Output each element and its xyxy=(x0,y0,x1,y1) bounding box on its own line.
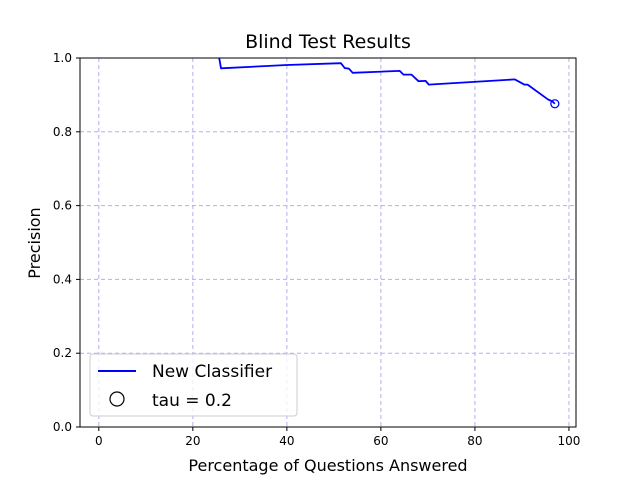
series-layer xyxy=(218,58,560,109)
series-line-new-classifier xyxy=(218,58,556,105)
y-tick-label: 0.2 xyxy=(53,346,72,360)
y-tick-label: 0.0 xyxy=(53,420,72,434)
x-tick-label: 60 xyxy=(373,434,388,448)
y-tick-label: 1.0 xyxy=(53,51,72,65)
chart-title: Blind Test Results xyxy=(245,31,411,53)
legend-label-tau: tau = 0.2 xyxy=(152,391,232,411)
y-tick-label: 0.8 xyxy=(53,125,72,139)
ticks: 0 20 40 60 80 100 0.0 0.2 0.4 0.6 0.8 1.0 xyxy=(53,51,580,448)
x-tick-label: 40 xyxy=(279,434,294,448)
legend-label-new-classifier: New Classifier xyxy=(152,362,272,382)
x-tick-label: 100 xyxy=(557,434,580,448)
tau-marker xyxy=(550,99,560,109)
x-axis-label: Percentage of Questions Answered xyxy=(188,456,467,475)
y-axis-label: Precision xyxy=(25,207,44,278)
y-tick-label: 0.4 xyxy=(53,272,72,286)
legend-box xyxy=(89,353,298,417)
x-tick-label: 0 xyxy=(95,434,103,448)
legend: New Classifier tau = 0.2 xyxy=(89,353,298,417)
plot-frame xyxy=(79,57,577,428)
legend-circle-icon xyxy=(109,391,125,407)
x-tick-label: 80 xyxy=(467,434,482,448)
x-tick-label: 20 xyxy=(185,434,200,448)
y-tick-label: 0.6 xyxy=(53,199,72,213)
